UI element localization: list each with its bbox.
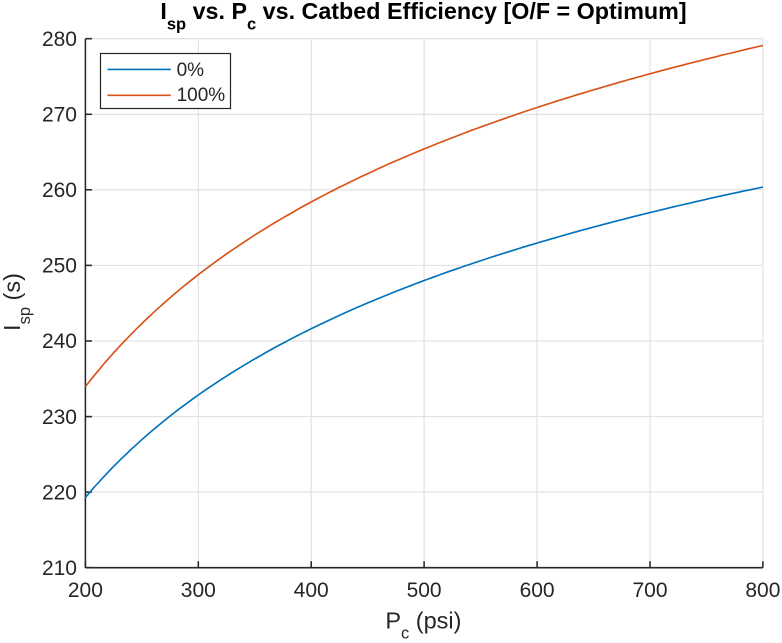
svg-text:400: 400 <box>294 579 329 602</box>
svg-text:270: 270 <box>42 104 77 127</box>
svg-text:260: 260 <box>42 179 77 202</box>
svg-text:300: 300 <box>181 579 216 602</box>
svg-text:0%: 0% <box>177 60 205 81</box>
svg-text:700: 700 <box>632 579 667 602</box>
svg-text:240: 240 <box>42 330 77 353</box>
svg-text:200: 200 <box>68 579 103 602</box>
svg-text:280: 280 <box>42 28 77 51</box>
svg-text:250: 250 <box>42 255 77 278</box>
svg-text:230: 230 <box>42 406 77 429</box>
svg-text:220: 220 <box>42 481 77 504</box>
svg-text:500: 500 <box>407 579 442 602</box>
svg-text:600: 600 <box>520 579 555 602</box>
svg-text:210: 210 <box>42 557 77 580</box>
svg-text:100%: 100% <box>177 85 226 106</box>
svg-text:800: 800 <box>745 579 780 602</box>
